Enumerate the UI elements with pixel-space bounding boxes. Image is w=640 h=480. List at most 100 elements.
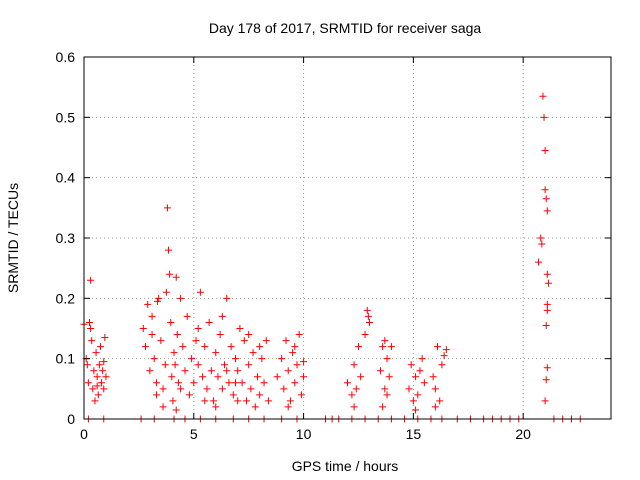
data-point [260,379,268,387]
data-point [350,403,358,411]
data-point [280,385,288,393]
data-point [418,355,426,363]
data-point [542,321,550,329]
data-point [154,297,162,305]
data-point [93,382,101,390]
data-point [148,331,156,339]
data-point [544,279,552,287]
data-point [170,349,178,357]
data-point [177,294,185,302]
data-point [352,385,360,393]
data-point [196,288,204,296]
data-point [242,397,250,405]
data-point [171,361,179,369]
data-point [538,240,546,248]
data-point [293,361,301,369]
data-point [192,337,200,345]
data-point [379,343,387,351]
data-point [543,306,551,314]
data-point [429,373,437,381]
data-point [92,349,100,357]
data-point [139,325,147,332]
y-tick-label: 0.2 [56,290,76,306]
data-point [431,385,439,393]
data-point [363,306,371,314]
data-point [365,318,373,326]
data-point [96,343,104,351]
data-point [89,385,97,393]
data-point [420,379,428,387]
data-point [188,355,196,363]
data-point [264,397,272,405]
data-point [152,391,160,399]
data-point [218,312,226,320]
data-point [207,367,215,375]
data-point [212,403,220,411]
grid-lines [84,57,611,419]
data-point [540,113,548,121]
data-point [383,355,391,363]
data-point [434,343,442,351]
data-point [350,361,358,369]
data-point [216,331,224,339]
data-point [364,312,372,320]
data-point [232,355,240,363]
data-point [163,204,171,212]
chart-title: Day 178 of 2017, SRMTID for receiver sag… [209,20,482,36]
data-point [183,312,191,320]
data-point [88,337,96,345]
data-point [240,337,248,345]
data-point [173,331,181,339]
data-point [543,300,551,308]
x-tick-label: 15 [406,426,422,442]
data-point [381,337,389,345]
data-point [223,294,231,302]
data-point [247,385,255,393]
data-point [179,343,187,351]
data-point [83,361,91,369]
data-point [227,343,235,351]
data-point [167,318,175,326]
data-point [221,361,229,369]
data-point [232,379,240,387]
data-point [412,373,420,381]
data-point [249,349,257,357]
data-point [144,300,152,308]
data-point [407,361,415,369]
data-point [291,343,299,351]
y-tick-label: 0.6 [56,49,76,65]
data-point [157,337,165,345]
data-point [159,385,167,393]
data-point [174,379,182,387]
data-point [194,361,202,369]
data-point [161,361,169,369]
y-axis-label: SRMTID / TECUs [5,183,21,293]
data-point [542,195,550,203]
data-point [256,391,264,399]
data-point [431,403,439,411]
data-point [152,379,160,387]
data-point [385,373,393,381]
data-point [262,337,270,345]
y-tick-label: 0.4 [56,170,76,186]
data-point [295,331,303,339]
axis-ticks: 0 5 10 15 20 0 0.1 0.2 0.3 0.4 0.5 0.6 [56,49,611,442]
data-point [245,331,253,339]
data-point [177,385,185,393]
data-point [300,373,308,381]
data-point [148,312,156,320]
data-point [537,234,545,242]
data-point [229,391,237,399]
data-point [99,367,107,375]
data-point [87,276,95,284]
data-point [436,397,444,405]
y-tick-label: 0.5 [56,109,76,125]
data-point [284,403,292,411]
data-point [210,397,218,405]
data-point [141,343,149,351]
data-point [354,343,362,351]
data-point [383,391,391,399]
data-point [236,325,244,332]
data-point [165,246,173,254]
